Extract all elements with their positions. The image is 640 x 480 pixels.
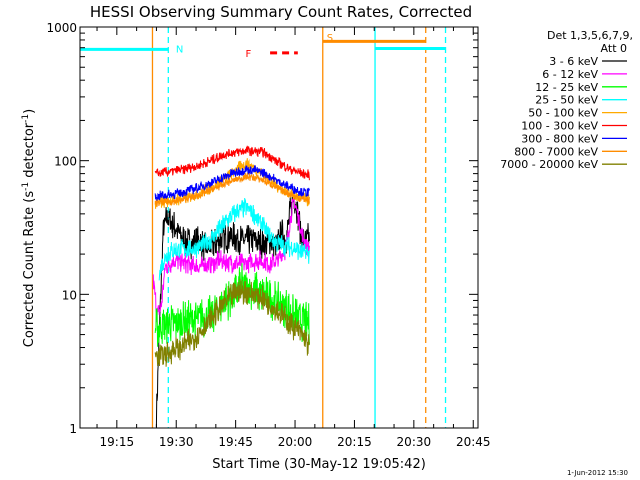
legend-label: 300 - 800 keV [521,132,598,145]
marker-label-F: F [245,49,251,60]
chart-title: HESSI Observing Summary Count Rates, Cor… [90,3,472,21]
marker-label-N: N [176,45,183,56]
legend-header-2: Att 0 [601,42,627,55]
legend-header-1: Det 1,3,5,6,7,9, [547,29,633,42]
series-line-2 [154,263,310,347]
legend-label: 12 - 25 keV [535,81,598,94]
y-axis-label: Corrected Count Rate (s-1 detector-1) [21,109,37,347]
legend-label: 50 - 100 keV [528,107,598,120]
y-tick-label: 100 [54,155,77,169]
y-tick-label: 1000 [46,21,77,35]
legend-label: 3 - 6 keV [549,55,598,68]
x-tick-label: 19:45 [218,435,253,449]
x-axis-label: Start Time (30-May-12 19:05:42) [212,457,426,472]
series-line-6 [154,165,310,202]
x-tick-label: 20:30 [397,435,432,449]
plot-frame [79,26,479,429]
x-tick-label: 20:00 [278,435,313,449]
marker-label-S: S [327,33,333,44]
x-tick-label: 20:45 [456,435,491,449]
x-tick-label: 20:15 [337,435,372,449]
series-line-1 [152,197,310,323]
legend-label: 800 - 7000 keV [514,145,598,158]
y-tick-label: 1 [69,422,77,436]
legend-label: 25 - 50 keV [535,94,598,107]
y-tick-label: 10 [62,288,77,302]
axes: 19:15 19:30 19:45 20:00 20:15 20:30 20:45 1 10 10… [46,21,490,449]
x-tick-label: 19:30 [159,435,194,449]
series-line-3 [158,197,310,281]
plot-area: N S F [80,27,447,428]
legend-label: 6 - 12 keV [542,68,598,81]
footer-date: 1-Jun-2012 15:30 [567,469,628,477]
series-line-8 [154,278,310,367]
legend-label: 7000 - 20000 keV [500,158,598,171]
series-line-5 [154,145,310,181]
x-tick-label: 19:15 [100,435,135,449]
series-line-7 [154,172,310,208]
legend-label: 100 - 300 keV [521,120,598,133]
